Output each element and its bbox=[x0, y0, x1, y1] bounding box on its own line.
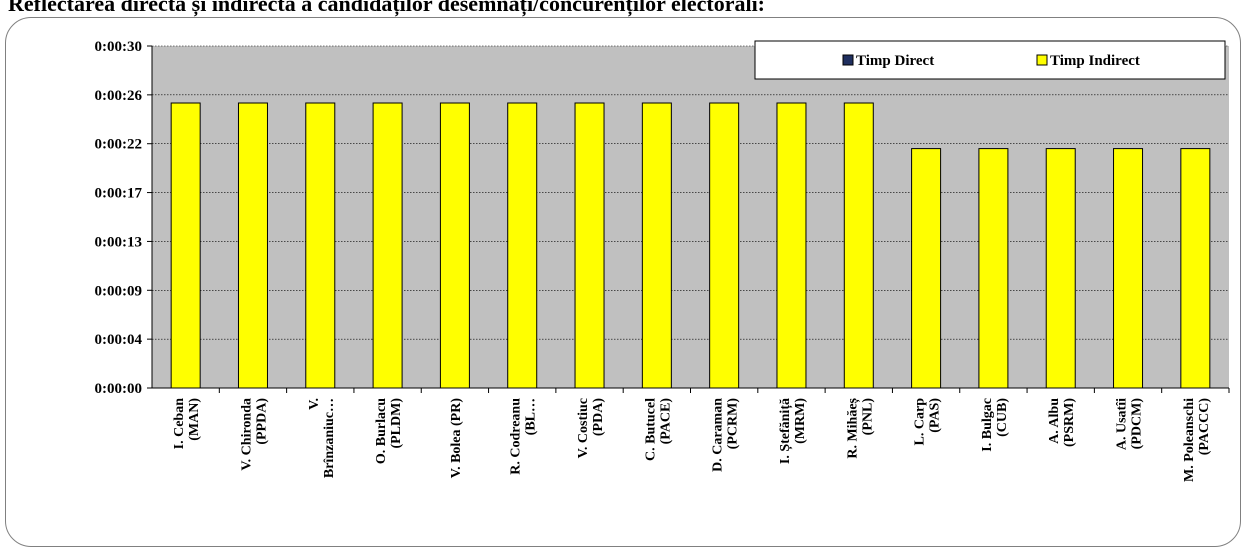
x-category-line: L. Carp bbox=[913, 398, 928, 446]
x-category-line: (PDCM) bbox=[1130, 398, 1145, 450]
x-category-line: A. Albu bbox=[1047, 398, 1062, 444]
bar-timp-indirect bbox=[641, 102, 672, 389]
legend-swatch bbox=[1036, 54, 1048, 66]
x-category-line: I. Bulgac bbox=[980, 398, 995, 452]
bar-timp-indirect bbox=[372, 102, 403, 389]
x-category-label: R. Mihăeș (PNL) bbox=[845, 397, 875, 458]
x-category-label: M. Poleanschi (PACCC) bbox=[1182, 398, 1212, 482]
x-category-line: V. Chironda bbox=[239, 398, 254, 471]
bar-timp-indirect bbox=[439, 102, 470, 389]
bar-timp-indirect bbox=[843, 102, 874, 389]
x-category-label: A. Albu (PSRM) bbox=[1047, 398, 1077, 447]
x-category-line: (PCRM) bbox=[726, 398, 741, 450]
bar-timp-indirect bbox=[1045, 148, 1076, 389]
x-category-label: O. Burlacu (PLDM) bbox=[374, 398, 404, 464]
x-category-label: I. Ștefăniță (MRM) bbox=[778, 398, 808, 464]
legend-swatch bbox=[842, 54, 854, 66]
x-category-label: A. Usatîi (PDCM) bbox=[1115, 398, 1145, 450]
y-tick-label: 0:00:22 bbox=[95, 137, 143, 153]
x-category-line: (BL… bbox=[524, 398, 539, 435]
x-category-line: (MAN) bbox=[187, 398, 202, 441]
x-category-line: (PDA) bbox=[591, 398, 606, 436]
x-category-label: I. Bulgac (CUB) bbox=[980, 398, 1010, 452]
y-tick-label: 0:00:26 bbox=[95, 88, 143, 104]
x-category-line: O. Burlacu bbox=[374, 398, 389, 464]
x-category-line: R. Mihăeș bbox=[845, 397, 860, 458]
bar-timp-indirect bbox=[776, 102, 807, 389]
x-category-line: Brînzaniuc… bbox=[322, 398, 337, 478]
x-category-line: A. Usatîi bbox=[1115, 398, 1130, 450]
bar-timp-indirect bbox=[305, 102, 336, 389]
y-axis-ticks: 0:00:00 0:00:04 0:00:09 0:00:13 0:00:17 0:00:… bbox=[95, 39, 152, 397]
x-category-line: (PLDM) bbox=[389, 398, 404, 449]
x-category-label: I. Ceban (MAN) bbox=[172, 398, 202, 450]
x-category-label: C. Butucel (PACE) bbox=[643, 398, 673, 461]
x-category-line: C. Butucel bbox=[643, 398, 658, 461]
x-category-line: V. Costiuc bbox=[576, 398, 591, 458]
bar-timp-indirect bbox=[507, 102, 538, 389]
x-category-label: V. Costiuc (PDA) bbox=[576, 398, 606, 459]
bar-chart: 0:00:00 0:00:04 0:00:09 0:00:13 0:00:17 0:00:… bbox=[95, 39, 1230, 482]
x-category-line: (PAS) bbox=[928, 398, 943, 433]
legend: Timp Direct Timp Indirect bbox=[754, 40, 1226, 80]
bar-timp-indirect bbox=[574, 102, 605, 389]
y-tick-label: 0:00:09 bbox=[95, 283, 143, 299]
y-tick-label: 0:00:30 bbox=[95, 39, 143, 55]
bar-timp-indirect bbox=[709, 102, 740, 389]
x-category-label: V. Chironda (PPDA) bbox=[239, 398, 269, 471]
x-category-line: D. Caraman bbox=[711, 398, 726, 472]
bar-timp-indirect bbox=[237, 102, 268, 389]
x-category-label: L. Carp (PAS) bbox=[913, 398, 943, 446]
x-category-label: D. Caraman (PCRM) bbox=[711, 398, 741, 472]
x-category-line: (MRM) bbox=[793, 398, 808, 444]
x-category-line: (PNL) bbox=[860, 398, 875, 436]
x-category-line: V. Bolea (PR) bbox=[449, 398, 464, 479]
x-category-line: (PSRM) bbox=[1062, 398, 1077, 447]
x-category-label: V. Brînzaniuc… bbox=[307, 398, 337, 478]
bar-timp-indirect bbox=[978, 148, 1009, 389]
x-category-line: I. Ceban bbox=[172, 398, 187, 450]
x-category-line: (PACCC) bbox=[1197, 398, 1212, 456]
x-category-label: V. Bolea (PR) bbox=[449, 398, 464, 479]
legend-box bbox=[754, 40, 1226, 80]
x-category-line: (CUB) bbox=[995, 398, 1010, 437]
y-tick-label: 0:00:17 bbox=[95, 186, 143, 202]
legend-label: Timp Direct bbox=[856, 53, 934, 69]
bar-timp-indirect bbox=[170, 102, 201, 389]
x-category-line: I. Ștefăniță bbox=[778, 398, 793, 464]
x-category-line: V. bbox=[307, 398, 322, 410]
chart-title: Reflectarea directă și indirectă a candi… bbox=[8, 0, 766, 16]
x-category-line: (PACE) bbox=[658, 398, 673, 445]
x-category-line: (PPDA) bbox=[254, 398, 269, 445]
x-axis-categories: I. Ceban (MAN) V. Chironda (PPDA) V. Brînzani… bbox=[172, 388, 1230, 482]
bar-timp-indirect bbox=[1113, 148, 1144, 389]
x-category-line: R. Codreanu bbox=[509, 398, 524, 475]
x-category-label: R. Codreanu (BL… bbox=[509, 398, 539, 475]
bar-timp-indirect bbox=[1180, 148, 1211, 389]
legend-label: Timp Indirect bbox=[1050, 53, 1140, 69]
y-tick-label: 0:00:00 bbox=[95, 381, 143, 397]
y-tick-label: 0:00:04 bbox=[95, 332, 143, 348]
bar-timp-indirect bbox=[911, 148, 942, 389]
y-tick-label: 0:00:13 bbox=[95, 234, 143, 250]
x-category-line: M. Poleanschi bbox=[1182, 398, 1197, 482]
